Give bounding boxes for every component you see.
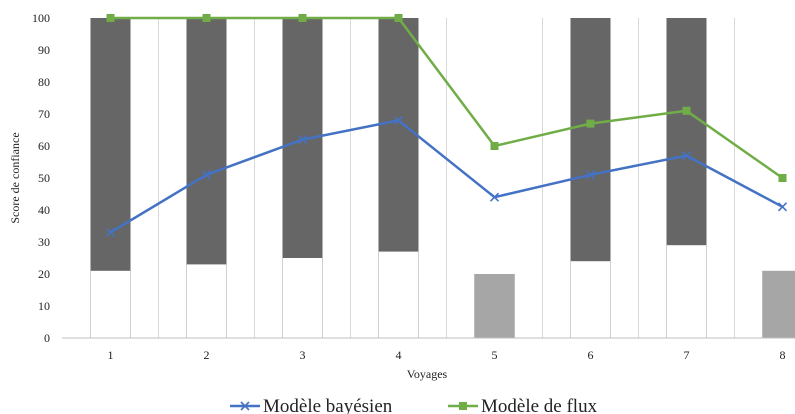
legend-label-bayes: Modèle bayésien xyxy=(263,396,393,414)
x-tick-1: 1 xyxy=(108,348,114,362)
bars-layer xyxy=(90,18,795,338)
legend-item-bayes: Modèle bayésien xyxy=(230,396,393,414)
y-tick-labels: 0 10 20 30 40 50 60 70 80 90 100 xyxy=(32,11,50,345)
y-tick-0: 0 xyxy=(44,331,50,345)
legend-marker-flux xyxy=(459,402,467,410)
point-flux-4 xyxy=(394,14,403,22)
bar-4 xyxy=(378,18,419,252)
bar-1 xyxy=(90,18,131,271)
series-line-flux xyxy=(110,16,784,180)
x-axis-title: Voyages xyxy=(407,367,448,381)
y-axis-title: Score de confiance xyxy=(8,132,22,223)
y-tick-30: 30 xyxy=(38,235,50,249)
y-tick-20: 20 xyxy=(38,267,50,281)
point-flux-5 xyxy=(490,142,499,150)
x-tick-4: 4 xyxy=(396,348,402,362)
y-tick-100: 100 xyxy=(32,11,50,25)
bar-8 xyxy=(762,270,795,338)
legend-marker-bayes-b xyxy=(240,401,250,411)
y-tick-50: 50 xyxy=(38,171,50,185)
point-bayes-2 xyxy=(201,170,212,180)
x-tick-2: 2 xyxy=(204,348,210,362)
x-tick-labels: 1 2 3 4 5 6 7 8 xyxy=(108,348,786,362)
vertical-gridlines xyxy=(158,18,735,338)
y-tick-70: 70 xyxy=(38,107,50,121)
bar-6 xyxy=(570,18,611,262)
point-flux-2 xyxy=(202,14,211,22)
legend: Modèle bayésien Modèle de flux xyxy=(230,396,598,414)
x-tick-6: 6 xyxy=(588,348,594,362)
y-tick-40: 40 xyxy=(38,203,50,217)
point-flux-1 xyxy=(106,14,115,22)
x-tick-5: 5 xyxy=(492,348,498,362)
point-bayes-7-b xyxy=(681,151,692,161)
point-bayes-6 xyxy=(585,170,596,180)
legend-marker-bayes xyxy=(240,401,250,411)
series-line-bayes xyxy=(109,119,784,234)
point-bayes-3 xyxy=(297,135,308,145)
bar-5 xyxy=(474,274,515,338)
point-bayes-4 xyxy=(393,115,404,125)
y-tick-90: 90 xyxy=(38,43,50,57)
point-bayes-8 xyxy=(777,202,788,212)
point-bayes-4-b xyxy=(393,115,404,125)
point-bayes-5-b xyxy=(489,192,500,202)
point-flux-7 xyxy=(682,106,691,115)
point-bayes-1-b xyxy=(105,227,116,237)
point-bayes-6-b xyxy=(585,170,596,180)
point-flux-8 xyxy=(778,174,787,182)
bar-2 xyxy=(186,18,227,265)
point-bayes-1 xyxy=(105,227,116,237)
point-flux-3 xyxy=(298,14,307,22)
point-flux-6 xyxy=(586,119,595,128)
x-tick-3: 3 xyxy=(300,348,306,362)
y-tick-60: 60 xyxy=(38,139,50,153)
series-layer xyxy=(105,14,788,237)
x-tick-8: 8 xyxy=(780,348,786,362)
y-tick-10: 10 xyxy=(38,299,50,313)
point-bayes-7 xyxy=(681,151,692,161)
x-tick-7: 7 xyxy=(684,348,690,362)
point-bayes-5 xyxy=(489,192,500,202)
point-bayes-2-b xyxy=(201,170,212,180)
legend-label-flux: Modèle de flux xyxy=(481,396,598,414)
bar-7 xyxy=(666,18,707,246)
point-bayes-8-b xyxy=(777,202,788,212)
y-tick-80: 80 xyxy=(38,75,50,89)
legend-item-flux: Modèle de flux xyxy=(448,396,598,414)
point-bayes-3-b xyxy=(297,135,308,145)
